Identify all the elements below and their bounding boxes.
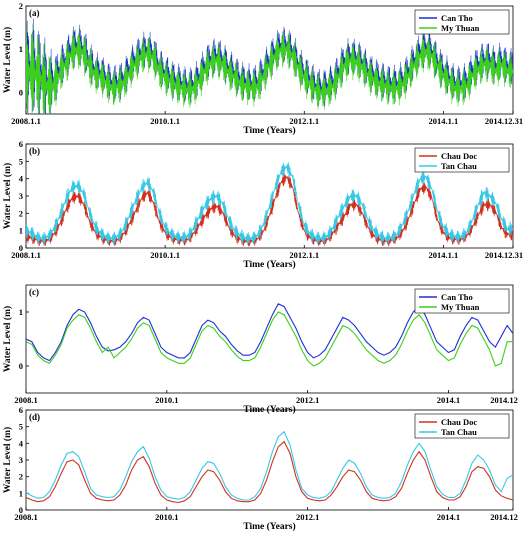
legend-box	[414, 288, 510, 314]
x-tick-label: 2012.1.1	[289, 116, 319, 126]
x-tick-label: 2014.12.31	[485, 250, 523, 260]
x-tick-label: 2014.12.31	[485, 116, 523, 126]
y-tick-label: 1	[19, 44, 23, 54]
y-tick-label: 1	[19, 488, 23, 498]
y-axis-title: Water Level (m)	[2, 427, 13, 493]
x-tick-label: 2012.1	[296, 512, 319, 522]
panel-tag: (c)	[29, 287, 39, 297]
panel-a-chart: 0 1 2 2008.1.1 2010.1.1 2012.1.1 2014.1.1 2014.…	[2, 1, 523, 136]
x-tick-label: 2008.1.1	[11, 116, 41, 126]
panel-tag: (d)	[29, 412, 40, 422]
y-axis-title: Water Level (m)	[2, 163, 13, 229]
x-tick-label: 2014.1.1	[429, 116, 459, 126]
legend-label: Can Tho	[441, 13, 473, 23]
legend-box	[414, 147, 510, 173]
x-tick-label: 2010.1	[155, 395, 178, 405]
y-tick-label: 0	[19, 361, 23, 371]
x-axis-title: Time (Years)	[243, 521, 295, 532]
y-tick-label: 5	[19, 422, 23, 432]
y-tick-label: 4	[19, 438, 24, 448]
x-tick-label: 2012.1.1	[289, 250, 319, 260]
x-tick-label: 2014.1	[437, 395, 460, 405]
legend-label: My Thuan	[441, 302, 480, 312]
x-tick-label: 2014.1	[437, 512, 460, 522]
x-axis-title: Time (Years)	[243, 404, 295, 415]
x-tick-label: 2010.1.1	[150, 116, 180, 126]
y-tick-label: 1	[19, 307, 23, 317]
panel-c-chart: 0 1 2008.1 2010.1 2012.1 2014.1 2014.12 Time (Y…	[2, 284, 518, 415]
panel-b-chart: 0 1 2 3 4 5 6 2008.1.1 2010.1.1 2012.1.1 2014.1.1 2…	[2, 139, 523, 270]
x-axis-title: Time (Years)	[243, 125, 295, 136]
legend-box	[414, 9, 510, 35]
x-tick-label: 2012.1	[296, 395, 319, 405]
y-axis-title: Water Level (m)	[2, 27, 13, 93]
y-tick-label: 5	[19, 156, 23, 166]
panel-d-chart: 0 1 2 3 4 5 6 2008.1 2010.1 2012.1 2014.1 2014.12 Ti…	[2, 405, 518, 532]
legend-label: My Thuan	[441, 23, 480, 33]
legend-label: Tan Chau	[441, 427, 477, 437]
y-tick-label: 2	[19, 1, 23, 11]
y-tick-label: 3	[19, 455, 23, 465]
y-tick-label: 4	[19, 174, 24, 184]
series-line-my-thuan	[26, 23, 513, 114]
x-tick-label: 2008.1.1	[11, 250, 41, 260]
series-line-my-thuan	[26, 311, 513, 367]
series-line-tan-chau	[26, 430, 513, 501]
panel-tag: (b)	[29, 146, 40, 156]
x-tick-label: 2010.1.1	[150, 250, 180, 260]
y-tick-label: 0	[19, 243, 23, 253]
x-axis-title: Time (Years)	[243, 259, 295, 270]
legend-label: Chau Doc	[441, 151, 477, 161]
x-tick-label: 2010.1	[155, 512, 178, 522]
legend-label: Can Tho	[441, 292, 473, 302]
y-tick-label: 6	[19, 139, 23, 149]
series-line-can-tho	[26, 303, 513, 362]
y-tick-label: 3	[19, 191, 23, 201]
y-tick-label: 1	[19, 226, 23, 236]
series-line-tan-chau	[26, 162, 513, 246]
legend-label: Chau Doc	[441, 417, 477, 427]
y-tick-label: 6	[19, 405, 23, 415]
x-tick-label: 2008.1	[14, 512, 37, 522]
panel-tag: (a)	[29, 8, 40, 18]
y-tick-label: 2	[19, 208, 23, 218]
y-tick-label: 2	[19, 472, 23, 482]
x-tick-label: 2014.12	[490, 512, 518, 522]
y-axis-title: Water Level (m)	[2, 306, 13, 372]
legend-box	[414, 413, 510, 439]
x-tick-label: 2014.1.1	[429, 250, 459, 260]
series-line-chau-doc	[26, 440, 513, 504]
y-tick-label: 0	[19, 87, 23, 97]
legend-label: Tan Chau	[441, 161, 477, 171]
x-tick-label: 2008.1	[14, 395, 37, 405]
x-tick-label: 2014.12	[490, 395, 518, 405]
y-tick-label: 0	[19, 505, 23, 515]
